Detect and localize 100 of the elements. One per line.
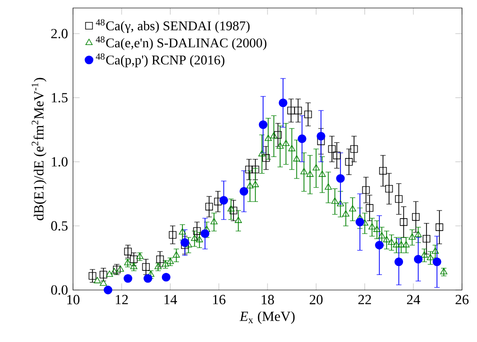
- y-tick-label: 2.0: [51, 28, 68, 38]
- point: [168, 231, 176, 239]
- point: [336, 174, 345, 183]
- legend-label: $^{48}$Ca(p,p') RCNP (2016): [96, 53, 224, 68]
- point: [385, 184, 393, 193]
- point: [245, 166, 253, 174]
- point: [162, 272, 170, 282]
- y-tick-label: 1.0: [52, 157, 68, 167]
- point: [420, 251, 428, 258]
- point: [144, 274, 152, 283]
- point: [331, 198, 338, 204]
- point: [306, 170, 314, 177]
- point: [227, 205, 235, 212]
- point: [156, 255, 164, 264]
- point: [205, 202, 213, 210]
- point: [304, 110, 312, 118]
- point: [240, 186, 248, 196]
- point: [264, 134, 272, 141]
- point: [124, 248, 132, 256]
- point: [270, 132, 278, 138]
- point: [278, 98, 288, 108]
- point: [312, 164, 320, 170]
- point: [258, 150, 266, 156]
- point: [328, 145, 336, 153]
- point: [288, 144, 296, 152]
- point: [282, 140, 290, 146]
- point: [184, 241, 192, 248]
- point: [366, 204, 374, 212]
- point: [294, 106, 302, 114]
- y-axis-title: dB(E1)/dE (e$^{2}$fm$^{2}$MeV$^{-1}$): [32, 78, 46, 220]
- point: [350, 145, 358, 153]
- point: [178, 228, 186, 235]
- point: [392, 241, 400, 248]
- point: [230, 206, 238, 214]
- point: [262, 154, 270, 162]
- point: [426, 254, 434, 260]
- point: [316, 132, 326, 140]
- point: [258, 120, 268, 129]
- point: [333, 152, 341, 160]
- point: [422, 234, 430, 243]
- point: [324, 183, 332, 190]
- point: [88, 272, 96, 280]
- point: [246, 182, 254, 188]
- point: [400, 218, 408, 226]
- point: [274, 131, 282, 139]
- point: [136, 252, 144, 259]
- x-axis-title: E$_{x}$ (MeV): [240, 311, 295, 324]
- point: [408, 233, 416, 240]
- point: [116, 265, 124, 272]
- point: [336, 200, 344, 206]
- legend-label: $^{48}$Ca(γ, abs) SENDAI (1987): [96, 19, 250, 34]
- point: [210, 218, 218, 224]
- y-tick-label: 0.5: [51, 221, 68, 231]
- point: [436, 223, 444, 231]
- point: [293, 155, 300, 162]
- point: [172, 251, 180, 258]
- point: [375, 240, 384, 250]
- x-tick-label: 12: [116, 294, 128, 304]
- x-tick-label: 18: [262, 294, 274, 304]
- point: [318, 170, 326, 177]
- point: [252, 166, 260, 174]
- x-tick-label: 16: [213, 294, 226, 304]
- point: [191, 234, 198, 241]
- point: [124, 259, 132, 266]
- x-tick-label: 24: [407, 294, 420, 304]
- point: [112, 266, 121, 274]
- point: [104, 286, 112, 294]
- point: [412, 213, 420, 221]
- point: [100, 280, 107, 286]
- x-tick-label: 10: [67, 294, 80, 304]
- x-tick-label: 22: [358, 294, 371, 304]
- point: [440, 268, 448, 274]
- x-tick-label: 20: [310, 294, 323, 304]
- point: [130, 262, 138, 270]
- legend-label: $^{48}$Ca(e,e'n) S-DALINAC (2000): [96, 36, 266, 50]
- point: [414, 230, 422, 238]
- y-tick-label: 0.0: [51, 285, 68, 295]
- point: [368, 223, 376, 230]
- point: [298, 134, 306, 144]
- point: [379, 167, 387, 175]
- point: [214, 198, 222, 206]
- point: [317, 138, 325, 146]
- point: [394, 257, 404, 266]
- point: [124, 274, 132, 283]
- y-tick-label: 1.5: [52, 93, 68, 102]
- point: [193, 227, 201, 235]
- point: [349, 205, 356, 212]
- point: [398, 241, 405, 248]
- point: [345, 158, 353, 166]
- point: [234, 216, 242, 223]
- point: [356, 218, 364, 226]
- point: [219, 196, 228, 205]
- point: [142, 263, 150, 271]
- point: [342, 210, 350, 217]
- point: [287, 106, 295, 114]
- point: [395, 195, 403, 203]
- x-tick-label: 26: [456, 294, 469, 304]
- point: [196, 236, 203, 242]
- point: [402, 241, 410, 248]
- point: [362, 186, 370, 194]
